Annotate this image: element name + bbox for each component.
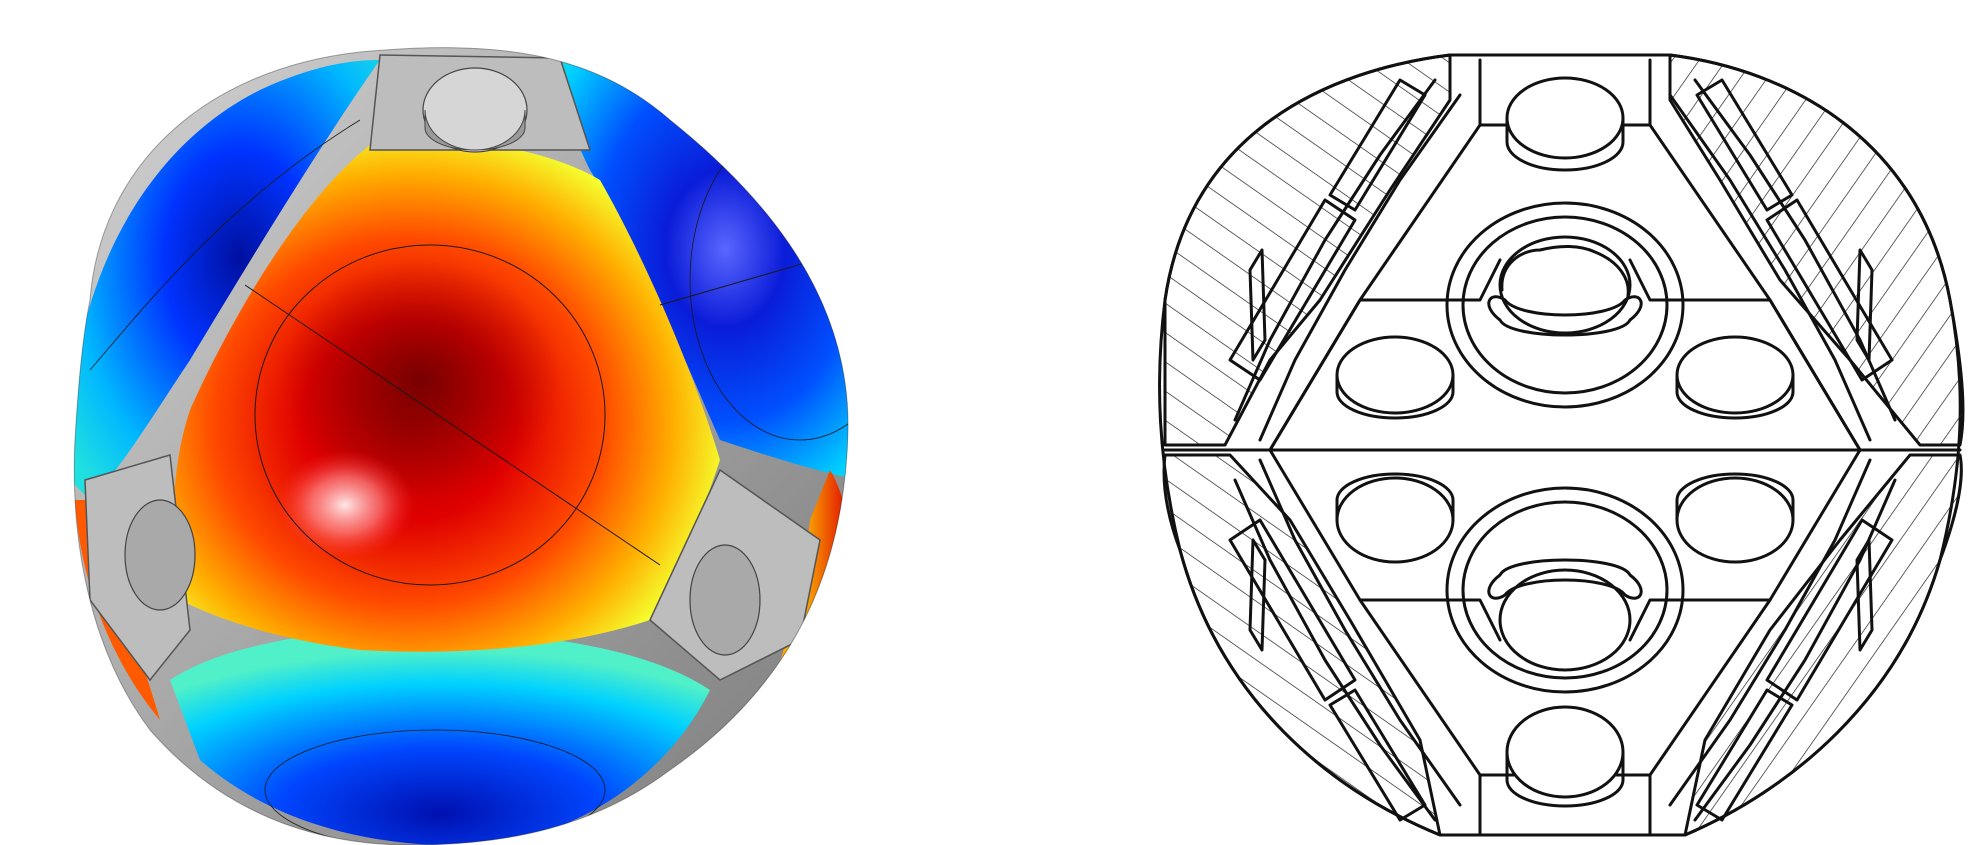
bottom-blue-lobe bbox=[170, 629, 710, 845]
lower-cup bbox=[1445, 486, 1685, 694]
right-blue-lobe bbox=[550, 60, 849, 480]
simulation-render bbox=[73, 47, 849, 845]
cross-section-panel bbox=[1150, 0, 1972, 845]
left-blue-lobe bbox=[74, 60, 380, 500]
upper-cup bbox=[1445, 201, 1685, 409]
cross-section-drawing bbox=[1158, 53, 1965, 837]
simulation-render-panel bbox=[30, 0, 870, 845]
